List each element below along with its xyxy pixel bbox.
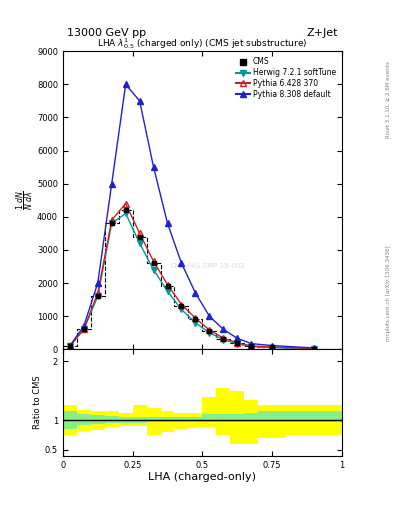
- Text: Rivet 3.1.10, ≥ 2.6M events: Rivet 3.1.10, ≥ 2.6M events: [386, 61, 391, 138]
- Y-axis label: $\frac{1}{N}\frac{dN}{d\lambda}$: $\frac{1}{N}\frac{dN}{d\lambda}$: [14, 190, 35, 210]
- Text: CMS-PAS-SMP-19-002: CMS-PAS-SMP-19-002: [171, 263, 245, 269]
- X-axis label: LHA (charged-only): LHA (charged-only): [149, 472, 256, 482]
- Text: 13000 GeV pp: 13000 GeV pp: [67, 28, 146, 38]
- Text: Z+Jet: Z+Jet: [307, 28, 338, 38]
- Y-axis label: Ratio to CMS: Ratio to CMS: [33, 376, 42, 429]
- Legend: CMS, Herwig 7.2.1 softTune, Pythia 6.428 370, Pythia 8.308 default: CMS, Herwig 7.2.1 softTune, Pythia 6.428…: [233, 55, 338, 101]
- Text: mcplots.cern.ch [arXiv:1306.3436]: mcplots.cern.ch [arXiv:1306.3436]: [386, 246, 391, 342]
- Title: LHA $\lambda^{1}_{0.5}$ (charged only) (CMS jet substructure): LHA $\lambda^{1}_{0.5}$ (charged only) (…: [97, 36, 308, 51]
